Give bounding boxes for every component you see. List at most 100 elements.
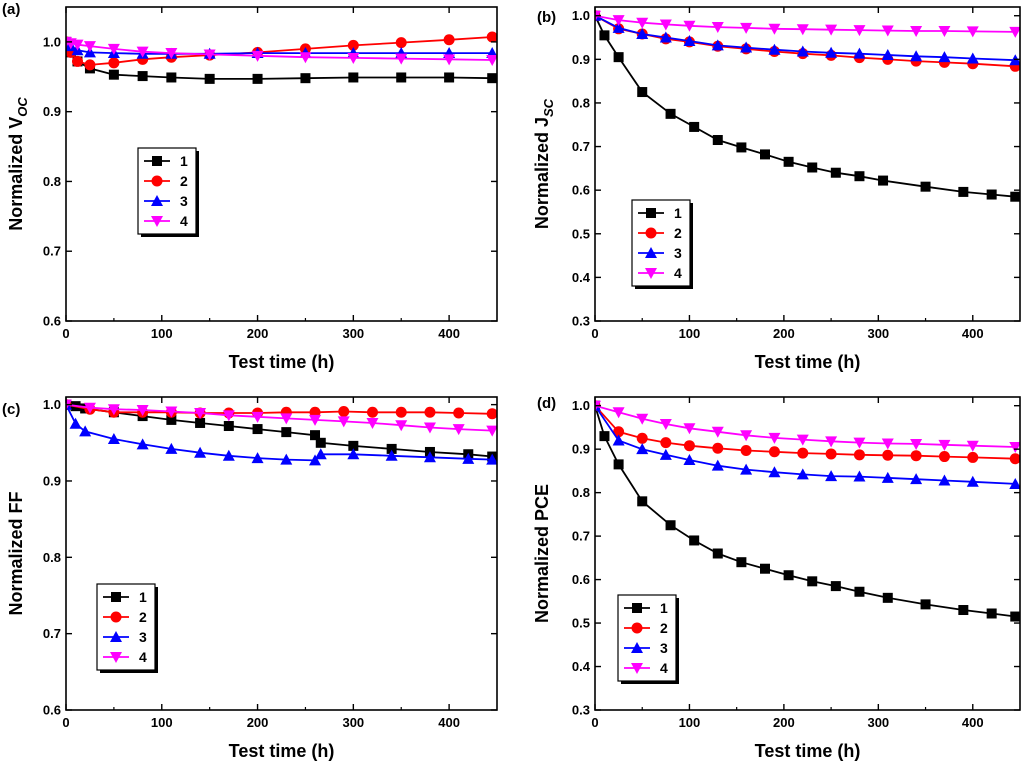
data-point [347,39,359,51]
series-line-4 [595,14,1016,33]
data-point [830,581,841,592]
data-point [683,20,696,32]
chart-panel-a: (a) 0 100 200 300 400 0.6 0.7 0.8 0.9 1.0 Test time… [2,1,498,372]
data-point [165,48,178,60]
data-point [314,448,327,460]
y-axis-label-main: Normalized PCE [532,484,552,623]
legend-label: 3 [180,193,188,209]
data-point [395,420,408,432]
x-tick-label: 100 [151,326,173,341]
data-point [310,430,321,441]
plot-frame [594,396,1021,711]
y-tick-label: 0.5 [572,616,590,631]
data-point [251,50,264,62]
data-point [486,55,497,67]
data-point [830,167,841,178]
legend-label: 3 [660,640,668,656]
legend: 1 2 3 4 [617,594,679,684]
legend-label: 2 [660,620,668,636]
y-axis-label: Normalized FF [6,491,26,615]
x-tick-label: 300 [867,326,889,341]
data-point [882,592,893,603]
data-point [444,72,455,83]
legend-marker [631,622,643,634]
data-point [166,414,177,425]
data-point [966,52,979,64]
legend-label: 3 [139,629,147,645]
y-tick-label: 0.3 [572,703,590,718]
data-point [636,432,648,444]
y-tick-label: 0.9 [572,442,590,457]
x-tick-label: 100 [679,326,701,341]
series-line-3 [66,41,493,55]
legend-label: 3 [674,245,682,261]
data-point [825,470,838,482]
data-point [108,57,120,69]
data-point [740,41,753,53]
x-axis-label: Test time (h) [755,741,861,761]
y-tick-label: 0.9 [43,473,61,488]
y-tick-label: 0.9 [43,104,61,119]
data-point [423,422,436,434]
panel-label: (c) [2,401,20,418]
data-point [251,411,264,423]
data-point [807,576,818,587]
data-point [659,418,672,430]
legend: 1 2 3 4 [137,147,199,237]
data-point [796,45,809,57]
data-point [825,436,838,448]
data-point [853,449,865,461]
series-line-1 [595,15,1016,198]
legend-marker [646,208,656,218]
data-point [853,437,866,449]
data-point [637,496,648,507]
plot-frame [65,396,498,711]
legend-box [137,147,197,235]
data-point [882,449,894,461]
data-point [613,426,625,438]
x-tick-label: 300 [342,326,364,341]
data-point [910,25,923,37]
series-1 [595,400,1020,622]
data-point [689,121,700,132]
data-point [807,162,818,173]
data-point [854,586,865,597]
series-2 [595,10,1020,72]
data-point [136,438,149,450]
y-tick-label: 0.8 [43,550,61,565]
data-point [83,41,96,53]
data-point [252,424,263,435]
legend-marker [110,631,122,642]
legend-label: 1 [180,153,188,169]
data-point [84,59,96,71]
data-point [1010,611,1020,622]
data-point [986,189,997,200]
data-point [309,454,322,466]
legend-label: 4 [674,265,682,281]
data-point [599,431,610,442]
legend-marker [645,227,657,239]
data-point [768,23,781,35]
legend-box [631,199,691,287]
data-point [768,432,781,444]
data-point [938,451,950,463]
series-line-2 [595,405,1016,460]
data-point [280,453,293,465]
data-point [1009,453,1020,465]
data-point [881,471,894,483]
data-point [796,434,809,446]
data-point [878,175,889,186]
data-point [938,474,951,486]
plot-frame [594,6,1021,322]
data-point [910,438,923,450]
data-point [636,413,649,425]
panel-label: (b) [537,9,556,26]
data-point [222,410,235,422]
data-point [612,15,625,27]
legend-label: 1 [674,205,682,221]
data-point [347,448,360,460]
series-3 [66,35,497,59]
data-point [107,404,120,416]
legend-label: 2 [180,173,188,189]
data-point [385,449,398,461]
